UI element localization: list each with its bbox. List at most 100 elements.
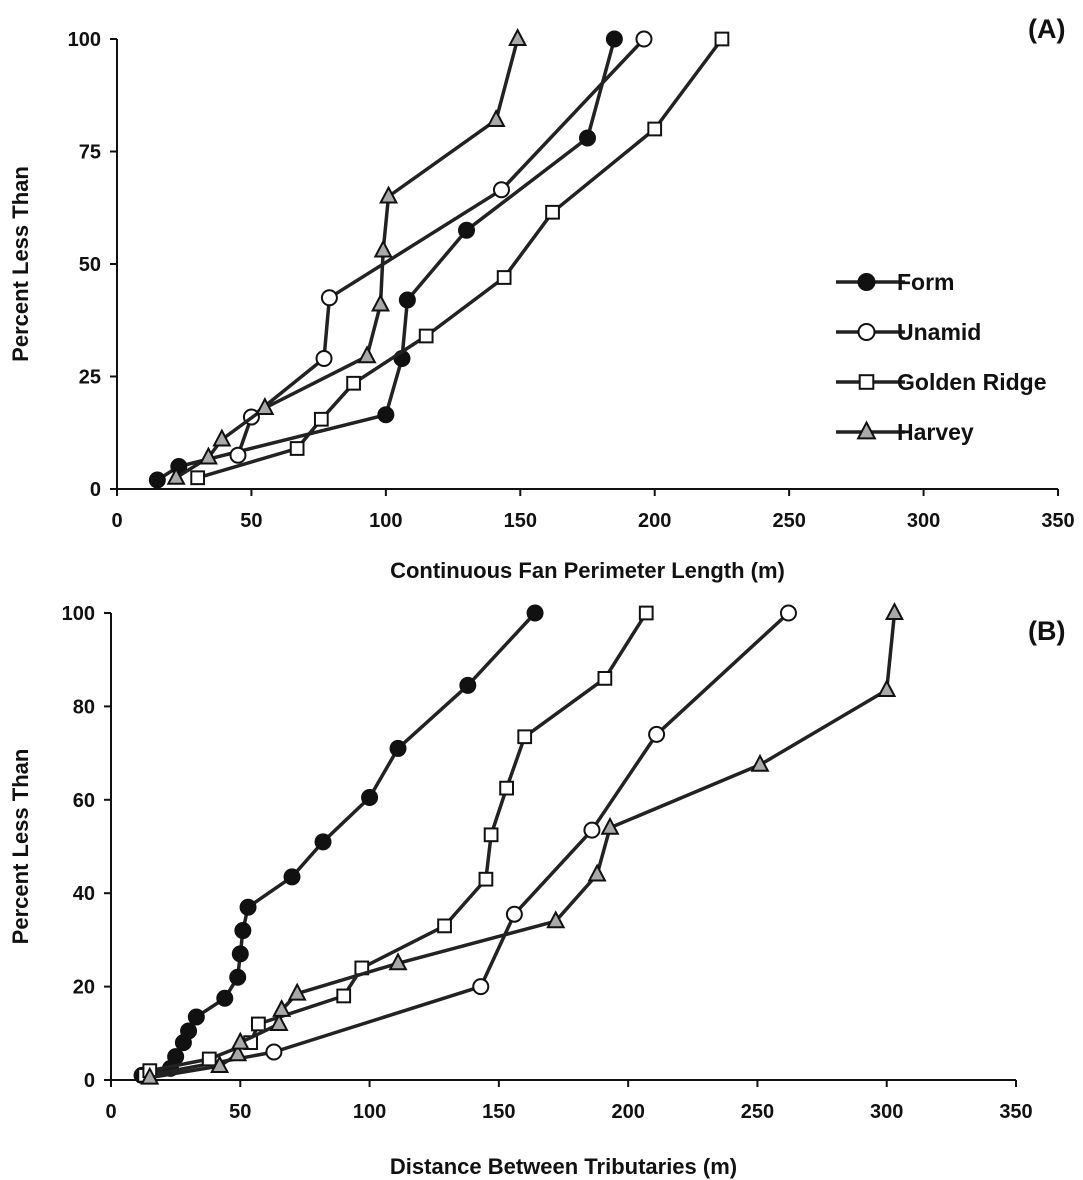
data-point-golden-ridge xyxy=(251,1016,266,1032)
data-point-harvey xyxy=(272,998,292,1017)
data-point-harvey xyxy=(287,982,307,1001)
data-point-form xyxy=(398,291,416,309)
legend-label: Golden Ridge xyxy=(897,369,1047,395)
data-point-form xyxy=(231,945,249,963)
series-harvey xyxy=(166,28,528,485)
y-tick-label: 0 xyxy=(84,1070,95,1092)
series-golden-ridge xyxy=(190,31,730,486)
data-point-unamid xyxy=(320,289,338,307)
y-axis-title: Percent Less Than xyxy=(8,166,33,362)
data-point-harvey xyxy=(228,1043,248,1062)
series-form xyxy=(148,30,623,489)
panel-b-chart: 0 50 100 150 200 250 300 350 0 20 40 60 80 100 Distanc… xyxy=(8,602,1065,1179)
panel-label: (A) xyxy=(1028,14,1065,44)
data-point-unamid xyxy=(583,821,601,839)
legend-label: Unamid xyxy=(897,319,981,345)
data-point-golden-ridge xyxy=(714,31,730,47)
data-point-golden-ridge xyxy=(346,375,361,391)
y-tick-label: 0 xyxy=(90,479,101,501)
y-tick-label: 60 xyxy=(73,790,95,812)
data-point-harvey xyxy=(508,28,528,46)
series-golden-ridge xyxy=(137,605,654,1083)
data-point-golden-ridge xyxy=(517,729,533,745)
data-point-golden-ridge xyxy=(201,1051,217,1067)
x-axis-title: Continuous Fan Perimeter Length (m) xyxy=(390,558,785,583)
panel-label: (B) xyxy=(1028,616,1065,646)
data-point-form xyxy=(187,1008,205,1026)
data-point-unamid xyxy=(315,350,333,367)
data-point-golden-ridge xyxy=(545,204,560,220)
data-point-form xyxy=(216,989,234,1007)
series-line-harvey xyxy=(175,38,520,480)
data-point-golden-ridge xyxy=(496,270,512,285)
data-point-golden-ridge xyxy=(336,988,352,1004)
data-point-form xyxy=(526,604,544,622)
x-tick-label: 50 xyxy=(240,510,262,532)
data-point-unamid xyxy=(229,446,247,464)
data-point-unamid xyxy=(492,181,510,199)
data-point-unamid xyxy=(265,1043,283,1061)
data-point-form xyxy=(283,868,301,886)
data-point-harvey xyxy=(269,1012,289,1031)
legend-item-golden-ridge: Golden Ridge xyxy=(836,369,1047,395)
x-tick-label: 100 xyxy=(369,510,402,532)
data-point-harvey xyxy=(166,466,186,485)
data-point-golden-ridge xyxy=(499,780,514,796)
data-point-harvey xyxy=(198,446,218,465)
data-point-harvey xyxy=(884,602,904,620)
x-tick-label: 250 xyxy=(772,510,805,532)
x-tick-label: 350 xyxy=(999,1101,1032,1123)
y-tick-label: 40 xyxy=(73,883,95,905)
data-point-form xyxy=(234,922,252,940)
series-harvey xyxy=(140,602,904,1085)
series-line-unamid xyxy=(236,37,646,456)
data-point-harvey xyxy=(230,1031,250,1050)
data-point-golden-ridge xyxy=(437,918,452,934)
data-point-form xyxy=(377,406,395,424)
data-point-golden-ridge xyxy=(483,827,499,843)
data-point-form xyxy=(229,968,247,986)
data-point-form xyxy=(458,221,476,239)
data-point-golden-ridge xyxy=(597,671,613,686)
data-point-golden-ridge xyxy=(190,470,206,486)
data-point-harvey xyxy=(600,816,620,835)
x-axis-title: Distance Between Tributaries (m) xyxy=(390,1154,737,1179)
x-tick-label: 150 xyxy=(504,510,537,532)
legend-item-form: Form xyxy=(836,269,955,295)
data-point-harvey xyxy=(546,910,566,929)
data-point-form xyxy=(167,1048,185,1066)
y-tick-label: 75 xyxy=(79,142,101,164)
x-tick-label: 150 xyxy=(482,1101,515,1123)
data-point-unamid xyxy=(505,905,523,923)
y-tick-label: 80 xyxy=(73,696,95,718)
data-point-golden-ridge xyxy=(418,328,434,344)
data-point-harvey xyxy=(587,863,607,882)
x-tick-label: 300 xyxy=(907,510,940,532)
x-tick-label: 350 xyxy=(1041,510,1074,532)
data-point-unamid xyxy=(779,604,797,622)
series-line-harvey xyxy=(149,612,897,1080)
data-point-harvey xyxy=(212,428,232,447)
series-line-form xyxy=(141,611,537,1077)
legend-marker-unamid xyxy=(857,323,876,341)
legend-label: Form xyxy=(897,269,955,295)
series-form xyxy=(133,604,544,1084)
data-point-harvey xyxy=(373,239,393,258)
data-point-golden-ridge xyxy=(647,121,663,137)
x-tick-label: 100 xyxy=(353,1101,386,1123)
y-tick-label: 50 xyxy=(79,254,101,276)
legend-item-unamid: Unamid xyxy=(836,319,981,345)
data-point-harvey xyxy=(210,1055,230,1073)
data-point-harvey xyxy=(750,753,770,772)
y-tick-label: 20 xyxy=(73,977,95,999)
data-point-golden-ridge xyxy=(478,871,494,887)
series-unamid xyxy=(138,604,797,1084)
data-point-form xyxy=(459,676,477,694)
x-tick-label: 200 xyxy=(611,1101,644,1123)
y-axis-title: Percent Less Than xyxy=(8,749,33,945)
x-tick-label: 300 xyxy=(870,1101,903,1123)
data-point-form xyxy=(579,129,596,147)
data-point-form xyxy=(605,30,623,48)
data-point-golden-ridge xyxy=(289,441,305,456)
